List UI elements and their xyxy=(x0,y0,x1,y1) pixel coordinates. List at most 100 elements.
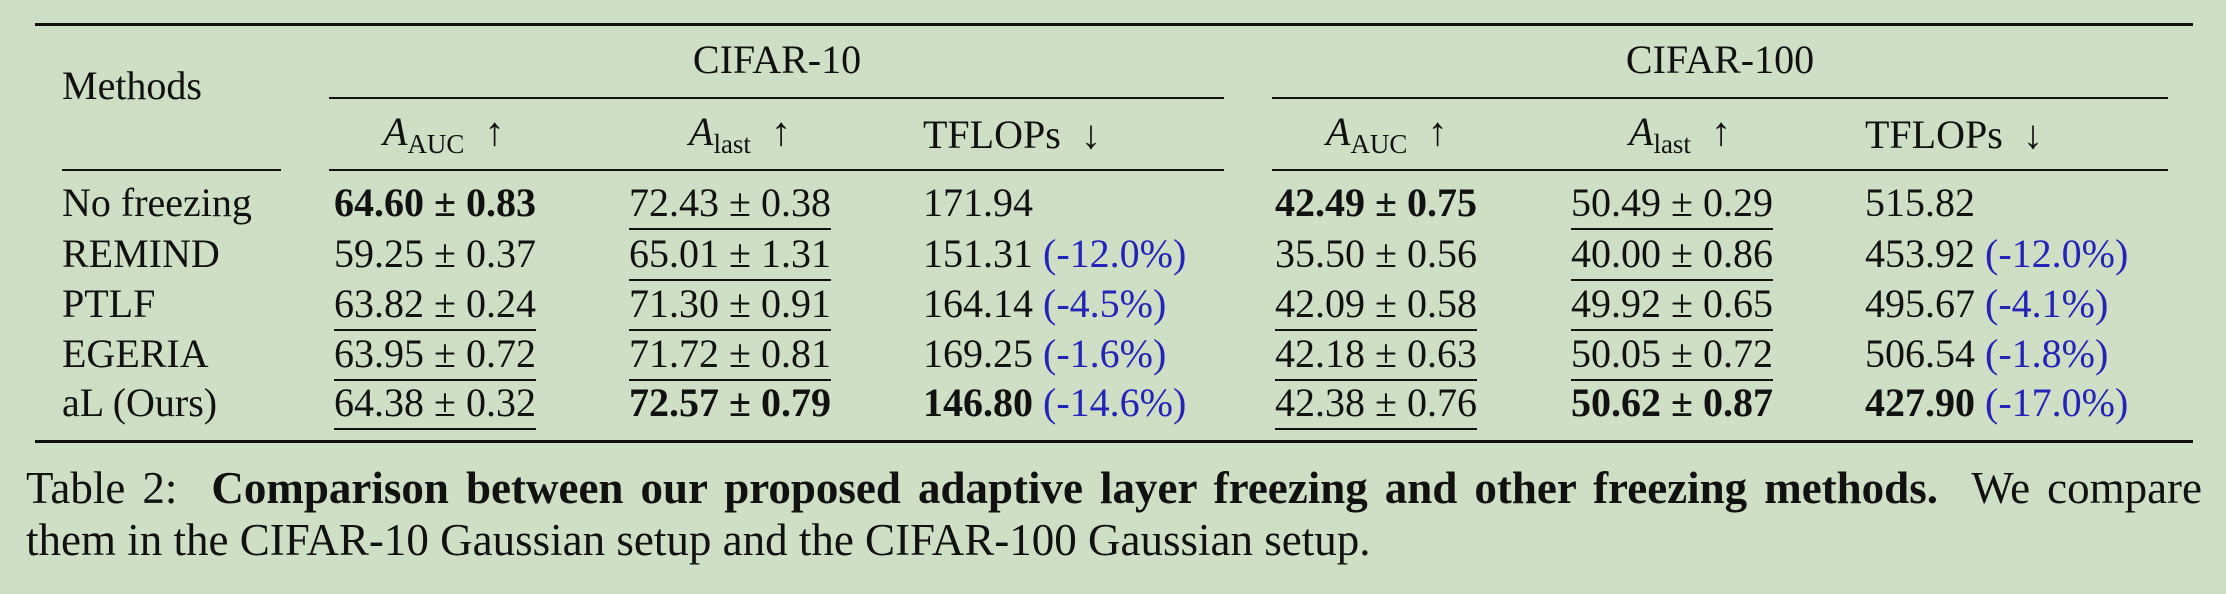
cell: 151.31 (-12.0%) xyxy=(923,234,1186,274)
column-arrow: ↓ xyxy=(2022,112,2043,157)
cell: 42.18 ± 0.63 xyxy=(1275,331,1477,381)
cell-value: 35.50 ± 0.56 xyxy=(1275,231,1477,276)
column-symbol: A xyxy=(1326,109,1351,154)
cell-value: 42.09 ± 0.58 xyxy=(1275,281,1477,331)
cell: 42.09 ± 0.58 xyxy=(1275,281,1477,331)
caption-label: Table 2: xyxy=(26,463,178,513)
cell-value: 49.92 ± 0.65 xyxy=(1571,281,1773,331)
column-arrow: ↑ xyxy=(1427,109,1448,154)
group-header: CIFAR-100 xyxy=(1625,37,1815,82)
column-subscript: AUC xyxy=(407,129,465,159)
cell: 59.25 ± 0.37 xyxy=(334,234,536,274)
cell-value: 495.67 xyxy=(1865,281,1975,326)
cell-value: 50.05 ± 0.72 xyxy=(1571,331,1773,381)
cell: 64.38 ± 0.32 xyxy=(334,380,536,430)
cell: 72.43 ± 0.38 xyxy=(629,180,831,230)
column-header: Alast ↑ xyxy=(1629,112,1731,158)
cell-value: 151.31 xyxy=(923,231,1033,276)
column-header: Alast ↑ xyxy=(689,112,791,158)
caption-text: We compare them in the CIFAR-10 Gaussian… xyxy=(26,463,2203,565)
cell-value: 64.60 ± 0.83 xyxy=(334,180,536,225)
caption-bold: Comparison between our proposed adaptive… xyxy=(211,463,1938,513)
cell: 515.82 xyxy=(1865,183,1975,223)
cell-delta: (-4.5%) xyxy=(1043,281,1167,326)
cell-value: 72.43 ± 0.38 xyxy=(629,180,831,230)
cell: 427.90 (-17.0%) xyxy=(1865,383,2128,423)
cell: 42.49 ± 0.75 xyxy=(1275,183,1477,223)
cell: 50.62 ± 0.87 xyxy=(1571,383,1773,423)
method-name: EGERIA xyxy=(62,331,209,376)
cell: 169.25 (-1.6%) xyxy=(923,334,1166,374)
column-header: AAUC ↑ xyxy=(383,112,504,158)
cell: 71.72 ± 0.81 xyxy=(629,331,831,381)
cell: 65.01 ± 1.31 xyxy=(629,231,831,281)
bottom-rule xyxy=(35,440,2193,443)
cell: 495.67 (-4.1%) xyxy=(1865,284,2108,324)
cell: 42.38 ± 0.76 xyxy=(1275,380,1477,430)
cell: 146.80 (-14.6%) xyxy=(923,383,1186,423)
column-symbol: A xyxy=(689,109,714,154)
group-rule xyxy=(1272,97,2168,99)
column-arrow: ↓ xyxy=(1080,112,1101,157)
column-subscript: last xyxy=(1653,129,1691,159)
cell: 50.05 ± 0.72 xyxy=(1571,331,1773,381)
column-symbol: A xyxy=(383,109,408,154)
column-arrow: ↑ xyxy=(484,109,505,154)
cell-value: 146.80 xyxy=(923,380,1033,425)
cell-value: 72.57 ± 0.79 xyxy=(629,380,831,425)
cell-value: 42.38 ± 0.76 xyxy=(1275,380,1477,430)
cell: 50.49 ± 0.29 xyxy=(1571,180,1773,230)
cell-value: 506.54 xyxy=(1865,331,1975,376)
cell: 506.54 (-1.8%) xyxy=(1865,334,2108,374)
cell-value: 50.62 ± 0.87 xyxy=(1571,380,1773,425)
column-symbol: A xyxy=(1629,109,1654,154)
cell-value: 64.38 ± 0.32 xyxy=(334,380,536,430)
cell-delta: (-4.1%) xyxy=(1985,281,2109,326)
column-header: AAUC ↑ xyxy=(1326,112,1447,158)
corner-header: Methods xyxy=(62,63,202,108)
method-name: PTLF xyxy=(62,281,156,326)
cell-value: 40.00 ± 0.86 xyxy=(1571,231,1773,281)
group-rule xyxy=(329,97,1224,99)
group-header: CIFAR-10 xyxy=(692,37,862,82)
column-header: TFLOPs ↓ xyxy=(1865,115,2043,155)
cell: 63.95 ± 0.72 xyxy=(334,331,536,381)
cell: 49.92 ± 0.65 xyxy=(1571,281,1773,331)
cell: 63.82 ± 0.24 xyxy=(334,281,536,331)
column-subscript: AUC xyxy=(1350,129,1408,159)
cell-delta: (-12.0%) xyxy=(1985,231,2129,276)
header-rule xyxy=(329,169,1224,171)
method-name: REMIND xyxy=(62,231,220,276)
cell-value: 42.18 ± 0.63 xyxy=(1275,331,1477,381)
cell-delta: (-1.6%) xyxy=(1043,331,1167,376)
column-symbol: TFLOPs xyxy=(923,112,1061,157)
column-subscript: last xyxy=(713,129,751,159)
cell-delta: (-14.6%) xyxy=(1043,380,1187,425)
cell-value: 171.94 xyxy=(923,180,1033,225)
header-rule xyxy=(62,169,281,171)
column-arrow: ↑ xyxy=(770,109,791,154)
cell-value: 164.14 xyxy=(923,281,1033,326)
cell-delta: (-1.8%) xyxy=(1985,331,2109,376)
cell-delta: (-17.0%) xyxy=(1985,380,2129,425)
cell: 171.94 xyxy=(923,183,1033,223)
cell-value: 50.49 ± 0.29 xyxy=(1571,180,1773,230)
method-name: aL (Ours) xyxy=(62,380,218,425)
top-rule xyxy=(35,23,2193,26)
caption: Table 2: Comparison between our proposed… xyxy=(26,462,2202,566)
header-rule xyxy=(1272,169,2168,171)
column-arrow: ↑ xyxy=(1710,109,1731,154)
cell-delta: (-12.0%) xyxy=(1043,231,1187,276)
cell-value: 453.92 xyxy=(1865,231,1975,276)
cell-value: 65.01 ± 1.31 xyxy=(629,231,831,281)
cell: 40.00 ± 0.86 xyxy=(1571,231,1773,281)
cell-value: 427.90 xyxy=(1865,380,1975,425)
cell-value: 71.72 ± 0.81 xyxy=(629,331,831,381)
cell-value: 169.25 xyxy=(923,331,1033,376)
cell-value: 63.82 ± 0.24 xyxy=(334,281,536,331)
column-header: TFLOPs ↓ xyxy=(923,115,1101,155)
cell: 71.30 ± 0.91 xyxy=(629,281,831,331)
cell: 72.57 ± 0.79 xyxy=(629,383,831,423)
cell: 164.14 (-4.5%) xyxy=(923,284,1166,324)
